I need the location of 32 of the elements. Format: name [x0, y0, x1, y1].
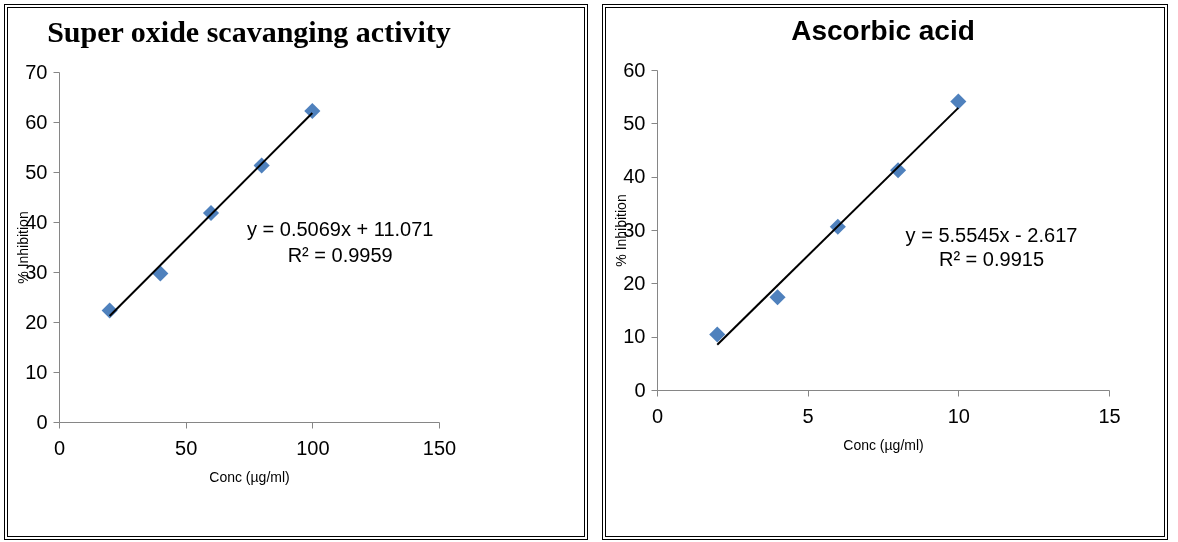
x-tick-label: 10: [947, 404, 970, 427]
y-tick-label: 40: [623, 165, 646, 188]
x-axis-title: Conc (µg/ml): [843, 436, 924, 453]
chart-title: Ascorbic acid: [791, 15, 975, 46]
annotation: R² = 0.9959: [287, 243, 393, 266]
y-tick-label: 50: [623, 111, 646, 134]
y-tick-label: 20: [25, 310, 48, 333]
y-tick-label: 20: [623, 271, 646, 294]
annotation: R² = 0.9915: [938, 248, 1045, 271]
x-axis-title: Conc (µg/ml): [209, 468, 290, 485]
y-tick-label: 50: [25, 160, 48, 183]
y-tick-label: 60: [25, 110, 48, 133]
point: [709, 326, 726, 343]
annotation: y = 5.5545x - 2.617: [905, 224, 1078, 247]
point: [769, 289, 786, 306]
point: [304, 102, 321, 120]
chart-title: Super oxide scavanging activity: [47, 15, 451, 48]
annotation: y = 0.5069x + 11.071: [246, 217, 434, 240]
x-tick-label: 100: [296, 436, 330, 459]
x-tick-label: 150: [422, 436, 457, 459]
x-tick-label: 5: [802, 404, 814, 427]
x-tick-label: 15: [1098, 404, 1121, 427]
point: [152, 265, 169, 282]
y-tick-label: 10: [25, 360, 48, 383]
y-tick-label: 70: [25, 60, 48, 83]
y-tick-label: 0: [634, 378, 646, 401]
x-tick-label: 0: [53, 436, 66, 459]
point: [950, 93, 967, 110]
x-tick-label: 50: [175, 436, 198, 459]
y-tick-label: 60: [623, 58, 646, 81]
x-tick-label: 0: [651, 404, 664, 427]
y-tick-label: 10: [623, 325, 646, 348]
